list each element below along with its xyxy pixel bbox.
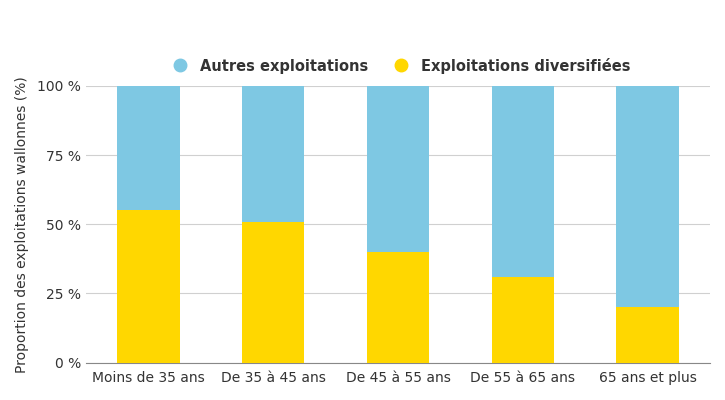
Legend: Autres exploitations, Exploitations diversifiées: Autres exploitations, Exploitations dive… (160, 52, 637, 79)
Bar (492, 277, 554, 363)
Bar (117, 210, 180, 363)
Bar (242, 86, 304, 222)
Bar (616, 86, 679, 307)
Bar (492, 86, 554, 277)
Y-axis label: Proportion des exploitations wallonnes (%): Proportion des exploitations wallonnes (… (15, 76, 29, 373)
Bar (367, 252, 429, 363)
Bar (616, 307, 679, 363)
Bar (242, 222, 304, 363)
Bar (117, 86, 180, 210)
Bar (367, 86, 429, 252)
